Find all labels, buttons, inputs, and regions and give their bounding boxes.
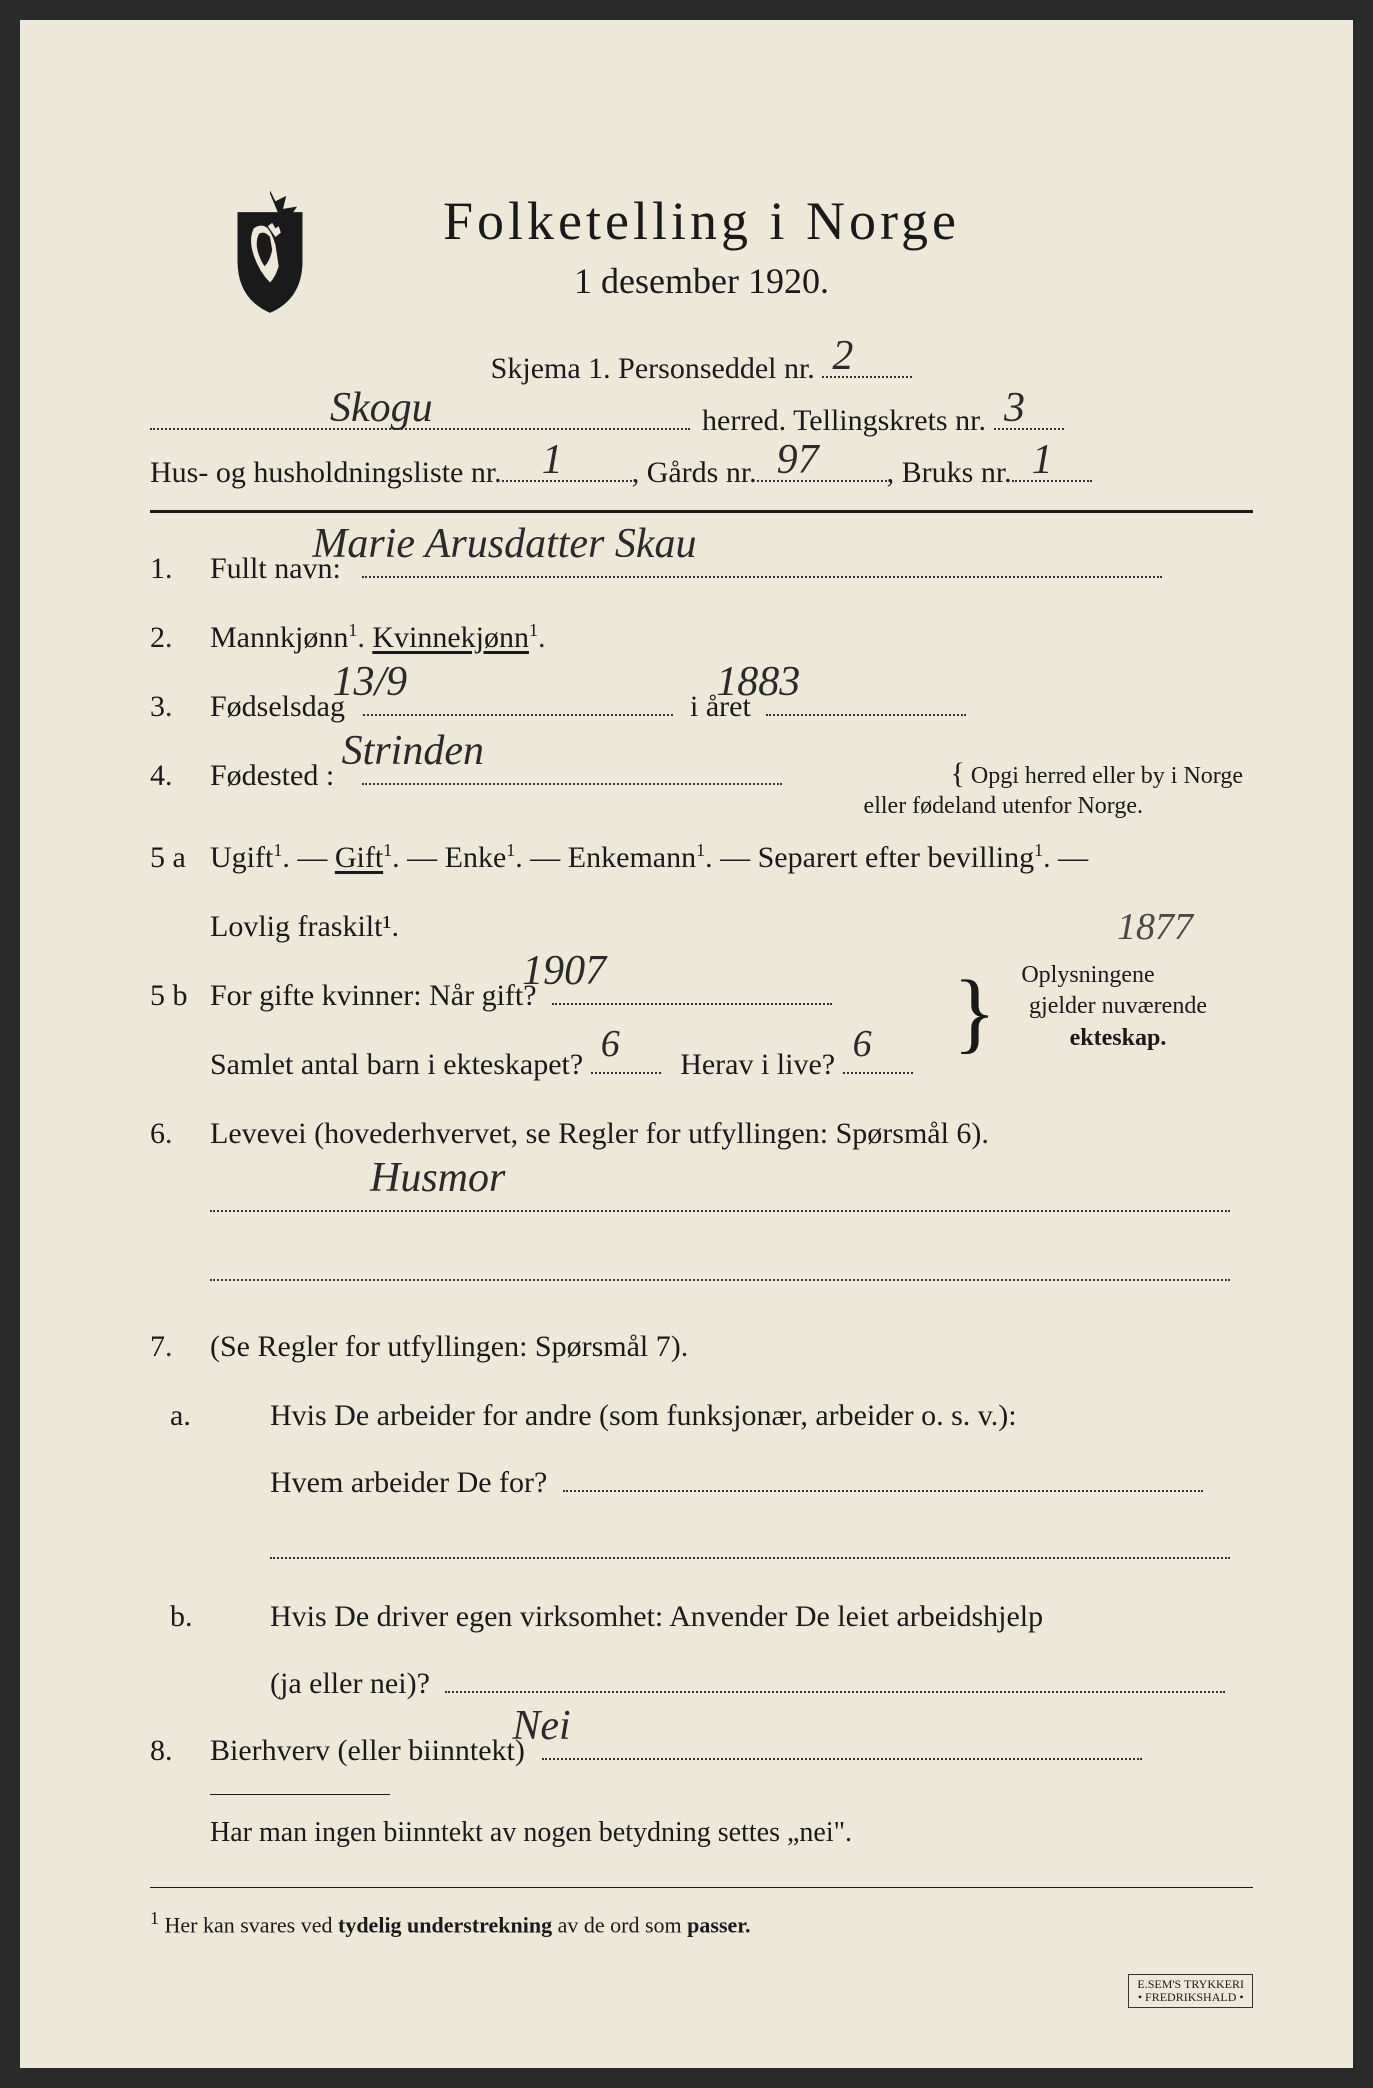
q5b-gift-year: 1907: [582, 936, 606, 1007]
husliste-nr: 1: [542, 436, 563, 484]
gards-nr: 97: [777, 436, 819, 484]
q3: 3.Fødselsdag 13/9 i året 1883: [150, 681, 1253, 732]
census-form-page: Folketelling i Norge 1 desember 1920. Sk…: [20, 20, 1353, 2068]
personseddel-nr: 2: [832, 332, 853, 380]
q7b-text: Hvis De driver egen virksomhet: Anvender…: [270, 1600, 1043, 1633]
q8: 8.Bierhverv (eller biinntekt) Nei: [150, 1725, 1253, 1776]
q7a-text: Hvis De arbeider for andre (som funksjon…: [270, 1399, 1017, 1432]
q7a: a.Hvis De arbeider for andre (som funksj…: [150, 1390, 1253, 1441]
q3-year: 1883: [776, 647, 800, 718]
herred-label: herred. Tellingskrets nr.: [702, 404, 986, 438]
q3-day: 13/9: [393, 647, 408, 718]
q1-value: Marie Arusdatter Skau: [372, 509, 696, 580]
stamp-line2: • FREDRIKSHALD •: [1137, 1991, 1244, 2004]
q6-value: Husmor: [370, 1143, 505, 1214]
footnote: 1 Her kan svares ved tydelig understrekn…: [150, 1908, 1253, 1938]
q7: 7.(Se Regler for utfyllingen: Spørsmål 7…: [150, 1321, 1253, 1372]
form-header: Skjema 1. Personseddel nr. 2 Skogu herre…: [150, 352, 1253, 490]
q5b-line1: 5 bFor gifte kvinner: Når gift? 1907 } O…: [150, 970, 1253, 1021]
q4-value: Strinden: [402, 716, 484, 787]
bottom-note: Har man ingen biinntekt av nogen betydni…: [150, 1809, 1253, 1857]
bruks-label: , Bruks nr.: [887, 456, 1012, 490]
q7a-blank: [150, 1524, 1253, 1575]
herred-value: Skogu: [330, 384, 433, 432]
header-line-3: Hus- og husholdningsliste nr. 1 , Gårds …: [150, 456, 1253, 490]
gards-label: , Gårds nr.: [632, 456, 757, 490]
header-line-1: Skjema 1. Personseddel nr. 2: [150, 352, 1253, 386]
q4-label: Fødested :: [210, 759, 334, 792]
q5b-margin-year: 1877: [1117, 895, 1193, 960]
footnote-rule: [150, 1887, 1253, 1888]
printer-stamp: E.SEM'S TRYKKERI • FREDRIKSHALD •: [1128, 1974, 1253, 2008]
q3-label: Fødselsdag: [210, 690, 345, 723]
q8-label: Bierhverv (eller biinntekt): [210, 1734, 525, 1767]
q2-label1: Mannkjønn: [210, 621, 348, 654]
q4-note2: eller fødeland utenfor Norge.: [864, 793, 1143, 819]
q4-note1: Opgi herred eller by i Norge: [971, 763, 1243, 789]
q5a: 5 aUgift1. — Gift1. — Enke1. — Enkemann1…: [150, 832, 1253, 883]
coat-of-arms-icon: [215, 185, 325, 315]
q2: 2.Mannkjønn1. Kvinnekjønn1.: [150, 612, 1253, 663]
q5b-label3: Herav i live?: [680, 1048, 835, 1081]
q5a-selected: Gift: [335, 841, 383, 874]
bruks-nr: 1: [1032, 436, 1053, 484]
q5b-barn-live: 6: [853, 1012, 872, 1077]
stamp-line1: E.SEM'S TRYKKERI: [1137, 1978, 1244, 1991]
q6-label: Levevei (hovederhvervet, se Regler for u…: [210, 1117, 989, 1150]
tellingskrets-nr: 3: [1004, 384, 1025, 432]
q5b-label1: For gifte kvinner: Når gift?: [210, 979, 537, 1012]
q5b-note2: gjelder nuværende: [1029, 993, 1207, 1019]
q7b2-text: (ja eller nei)?: [270, 1667, 430, 1700]
q6-value-line: Husmor: [150, 1177, 1253, 1228]
q7a-line2: Hvem arbeider De for?: [150, 1457, 1253, 1508]
short-rule: [210, 1794, 390, 1795]
husliste-label: Hus- og husholdningsliste nr.: [150, 456, 502, 490]
q7b: b.Hvis De driver egen virksomhet: Anvend…: [150, 1591, 1253, 1642]
q7a2-text: Hvem arbeider De for?: [270, 1466, 547, 1499]
q6: 6.Levevei (hovederhvervet, se Regler for…: [150, 1108, 1253, 1159]
q7b-line2: (ja eller nei)?: [150, 1658, 1253, 1709]
q5b-barn-total: 6: [601, 1012, 620, 1077]
q5b-line2: Samlet antal barn i ekteskapet? 6 Herav …: [150, 1039, 1253, 1090]
q7-label: (Se Regler for utfyllingen: Spørsmål 7).: [210, 1330, 688, 1363]
skjema-label: Skjema 1. Personseddel nr.: [491, 352, 815, 385]
q6-blank-line: [150, 1246, 1253, 1297]
q5a-text2: Lovlig fraskilt¹.: [210, 910, 399, 943]
q5a-line2: Lovlig fraskilt¹. 1877: [150, 901, 1253, 952]
q5b-note1: Oplysningene: [1021, 962, 1154, 988]
header-line-2: Skogu herred. Tellingskrets nr. 3: [150, 404, 1253, 438]
q1: 1.Fullt navn: Marie Arusdatter Skau: [150, 543, 1253, 594]
q5b-label2: Samlet antal barn i ekteskapet?: [210, 1048, 583, 1081]
